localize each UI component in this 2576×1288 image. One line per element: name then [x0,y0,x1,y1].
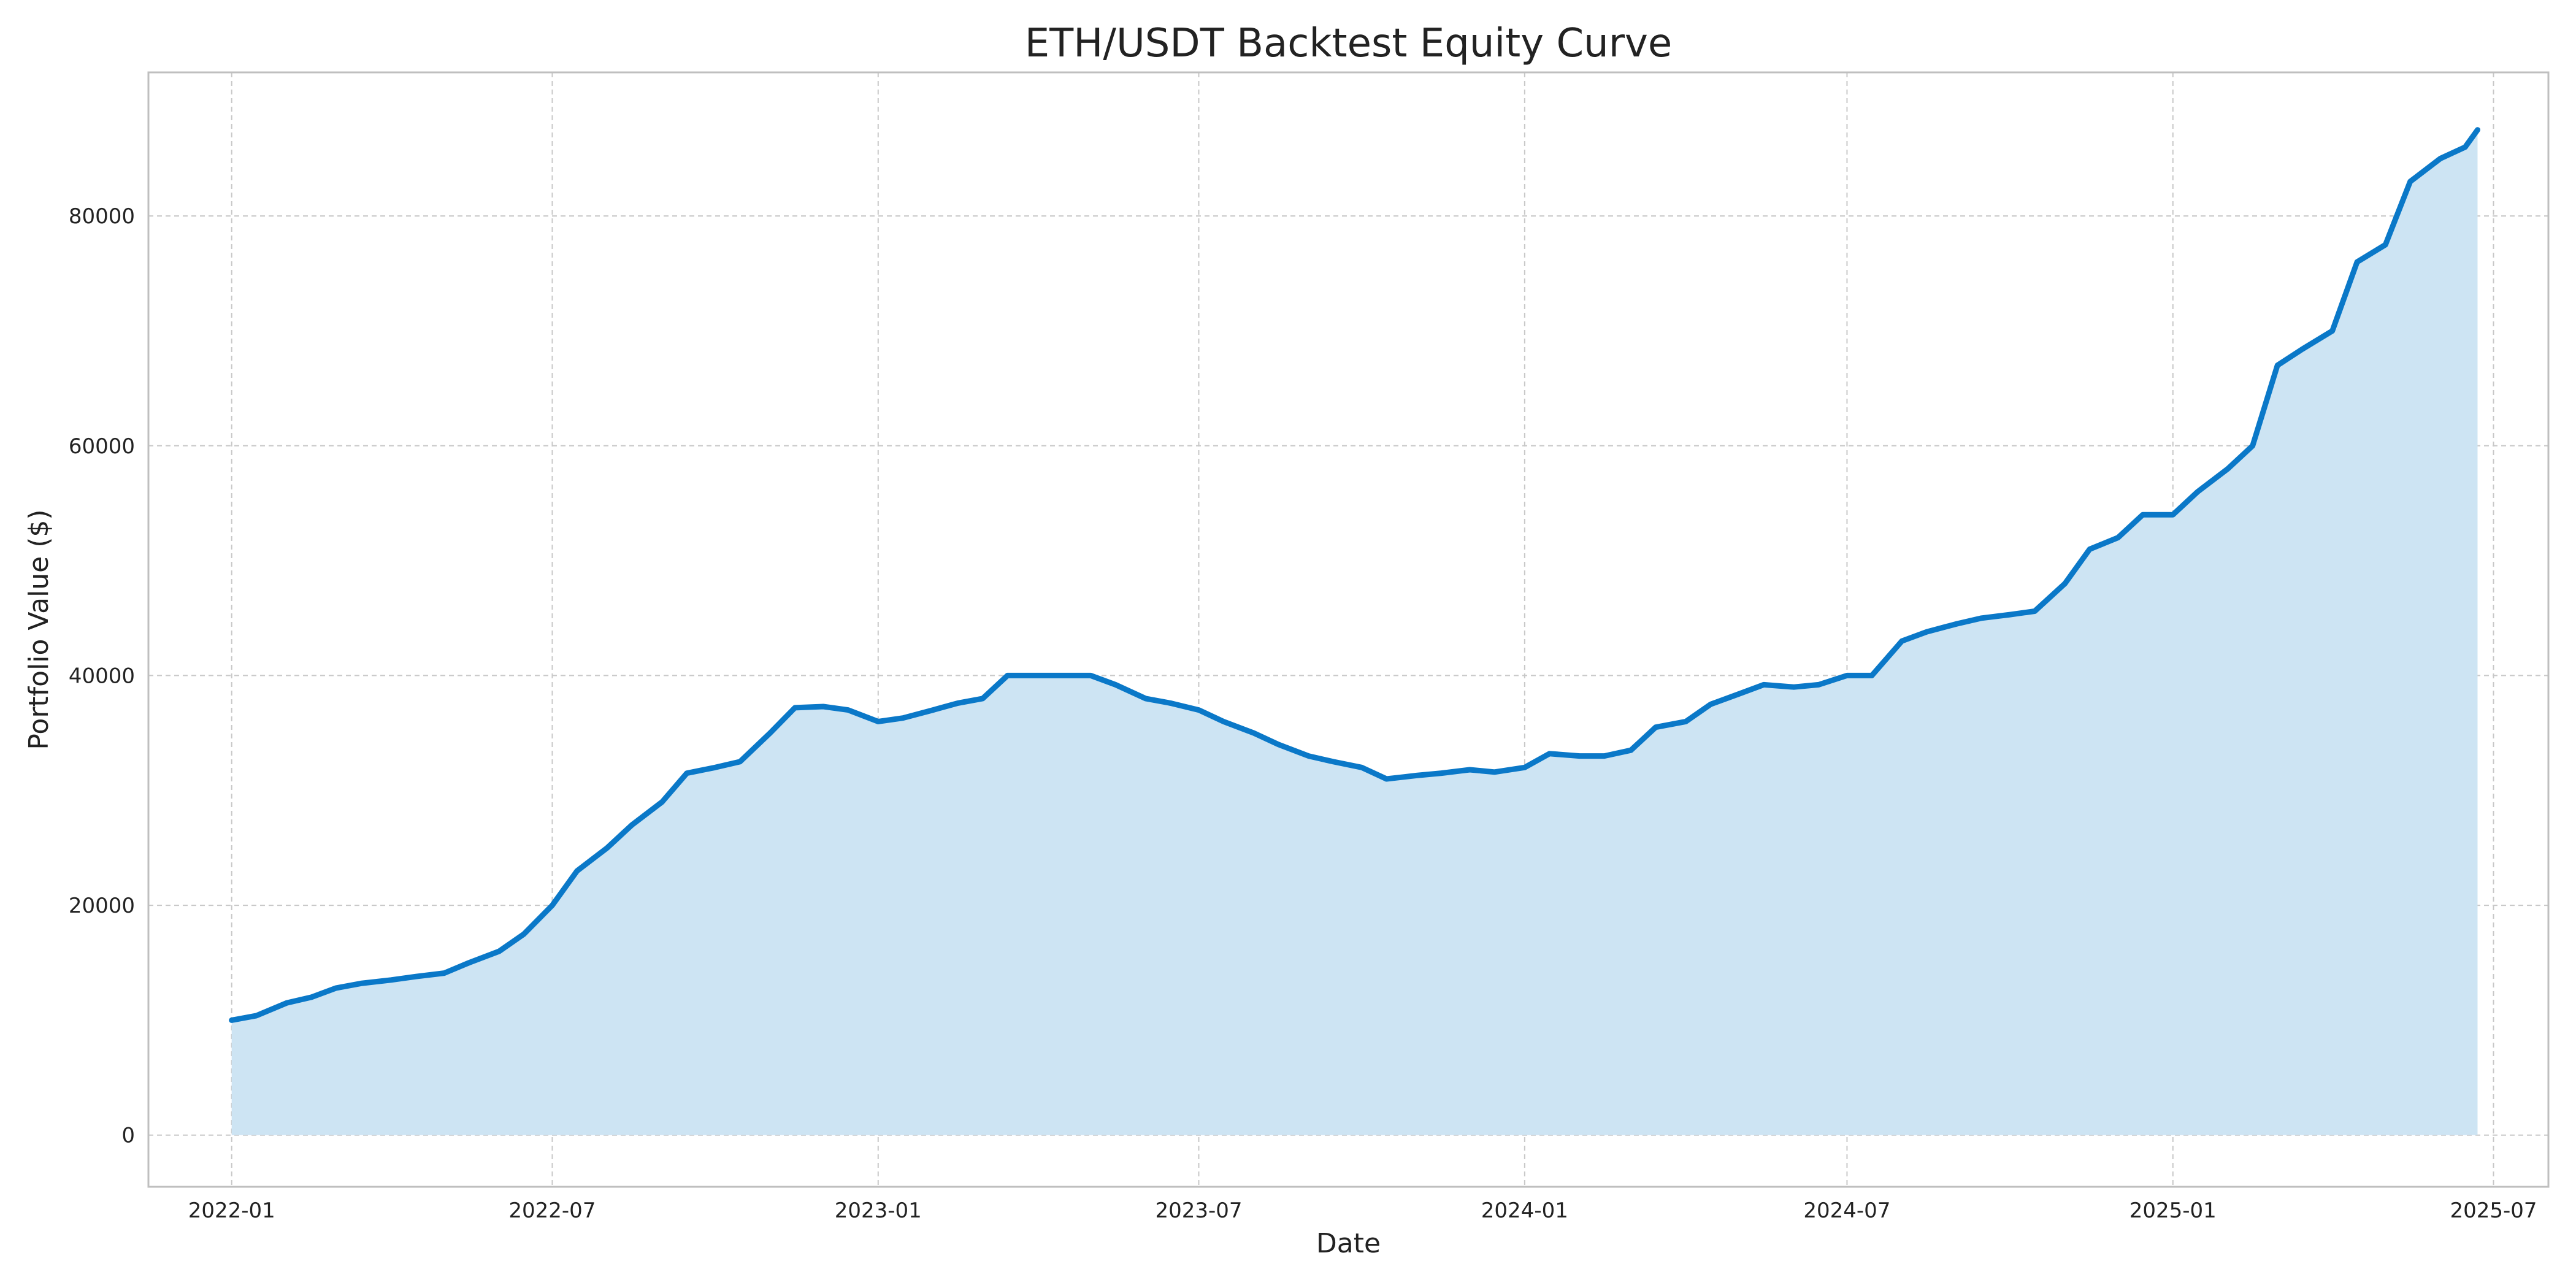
x-tick-label: 2022-01 [188,1198,275,1223]
x-tick-label: 2023-07 [1155,1198,1242,1223]
x-tick-label: 2024-01 [1481,1198,1568,1223]
y-tick-label: 20000 [69,894,135,918]
y-tick-label: 40000 [69,664,135,688]
series-line-layer [229,127,2480,1023]
y-tick-labels: 0 20000 40000 60000 80000 [69,204,135,1148]
y-tick-label: 0 [121,1124,135,1148]
x-tick-label: 2025-01 [2129,1198,2217,1223]
x-tick-label: 2025-07 [2450,1198,2537,1223]
plot-frame [147,71,2550,1188]
x-axis-title: Date [1316,1228,1381,1259]
area-fill-layer [231,129,2478,1135]
x-tick-label: 2022-07 [508,1198,596,1223]
chart-title: ETH/USDT Backtest Equity Curve [1025,21,1673,66]
y-tick-label: 60000 [69,434,135,459]
equity-line [229,127,2480,1023]
x-tick-labels: 2022-01 2022-07 2023-01 2023-07 2024-01 2024-… [188,1198,2537,1223]
y-axis-title: Portfolio Value ($) [23,509,55,749]
area-fill [231,129,2478,1135]
y-tick-label: 80000 [69,204,135,229]
x-tick-label: 2024-07 [1803,1198,1890,1223]
x-tick-label: 2023-01 [835,1198,922,1223]
